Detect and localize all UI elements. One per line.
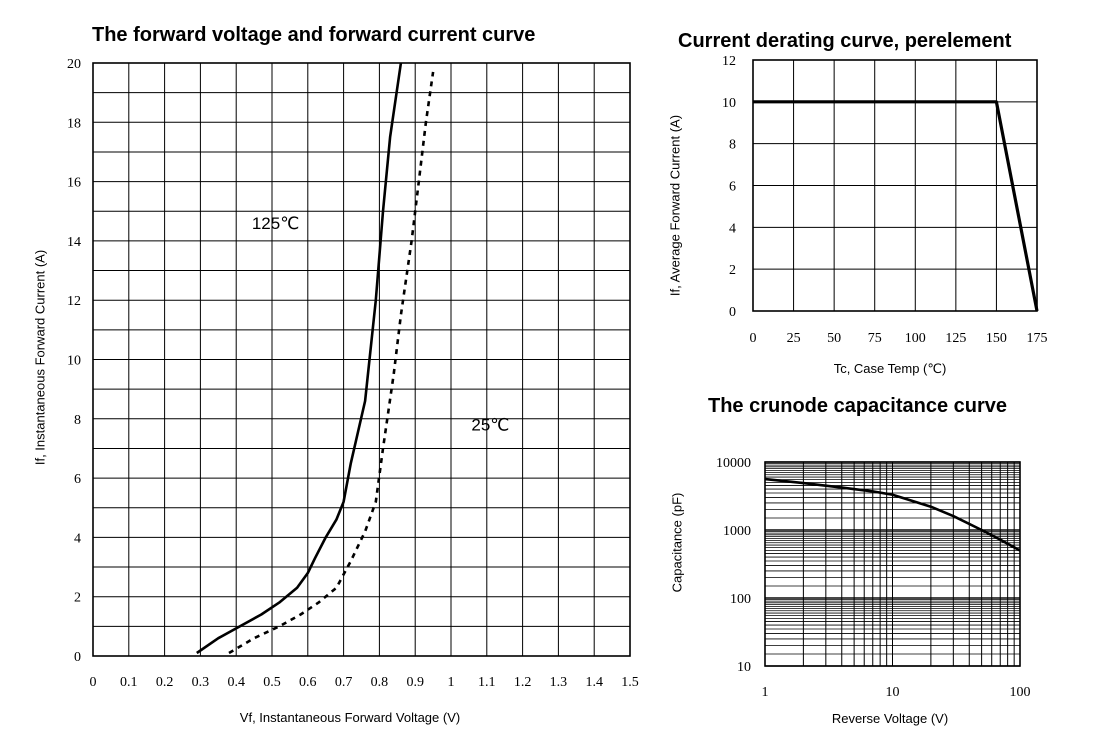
chart1-y-tick-label: 6 [74, 472, 81, 487]
chart2-y-tick-label: 0 [729, 305, 736, 320]
chart1-x-axis-label: Vf, Instantaneous Forward Voltage (V) [239, 710, 461, 725]
chart3-capacitance-line [764, 477, 1021, 552]
chart2-x-tick-label: 50 [827, 331, 841, 346]
chart1-x-tick-label: 0.1 [120, 675, 138, 690]
chart1-x-tick-label: 1.1 [478, 675, 496, 690]
chart1-y-tick-label: 0 [74, 650, 81, 665]
chart2-x-axis-label: Tc, Case Temp (℃) [833, 361, 947, 376]
chart2-x-tick-label: 25 [787, 331, 801, 346]
chart1-x-tick-label: 0.4 [227, 675, 245, 690]
chart2-y-tick-label: 8 [729, 138, 736, 153]
chart1-y-tick-label: 14 [67, 235, 81, 250]
chart3-x-tick-label: 100 [1010, 685, 1031, 700]
chart1-x-tick-label: 1.5 [621, 675, 639, 690]
chart2-title: Current derating curve, perelement [678, 30, 1012, 52]
chart2-x-tick-label: 0 [750, 331, 757, 346]
chart2-x-tick-label: 125 [945, 331, 966, 346]
chart1-title: The forward voltage and forward current … [92, 24, 536, 46]
chart2-frame [752, 59, 1038, 312]
chart1-x-tick-label: 0 [90, 675, 97, 690]
chart1-x-tick-label: 0.5 [263, 675, 281, 690]
chart3-y-tick-label: 10 [737, 660, 751, 675]
chart3-x-axis-label: Reverse Voltage (V) [831, 711, 949, 726]
chart1-y-tick-label: 4 [74, 531, 81, 546]
chart1-x-tick-label: 0.7 [335, 675, 353, 690]
chart2-x-tick-label: 175 [1027, 331, 1048, 346]
chart1-x-tick-label: 1 [448, 675, 455, 690]
chart2-y-tick-label: 2 [729, 263, 736, 278]
chart3-title: The crunode capacitance curve [708, 395, 1008, 417]
chart1-x-tick-label: 0.3 [192, 675, 210, 690]
chart3-x-tick-label: 1 [762, 685, 769, 700]
chart1-y-tick-label: 16 [67, 176, 81, 191]
chart3-y-tick-label: 10000 [716, 456, 751, 471]
chart2-y-tick-label: 10 [722, 96, 736, 111]
chart3-y-tick-label: 1000 [723, 524, 751, 539]
chart1-x-tick-label: 0.2 [156, 675, 174, 690]
chart3-frame [764, 461, 1021, 667]
chart1-x-tick-label: 1.4 [585, 675, 603, 690]
chart1-x-tick-label: 1.2 [514, 675, 532, 690]
chart1-x-tick-label: 0.9 [406, 675, 424, 690]
chart1-x-tick-label: 0.6 [299, 675, 317, 690]
chart1-x-tick-label: 0.8 [371, 675, 389, 690]
chart1-frame [92, 62, 631, 657]
chart2-y-tick-label: 4 [729, 221, 736, 236]
chart1-y-tick-label: 18 [67, 116, 81, 131]
chart1-series-25c-line [228, 71, 435, 655]
chart1-y-tick-label: 20 [67, 57, 81, 72]
chart2-y-tick-label: 6 [729, 180, 736, 195]
chart2-derating-line [753, 100, 1039, 312]
chart2-x-tick-label: 100 [905, 331, 926, 346]
chart1-y-tick-label: 2 [74, 591, 81, 606]
chart3-y-tick-label: 100 [730, 592, 751, 607]
chart1-series-125c-line [196, 62, 403, 655]
chart1-annotation-label: 125℃ [252, 214, 299, 233]
chart1-x-tick-label: 1.3 [550, 675, 568, 690]
chart2-x-tick-label: 75 [868, 331, 882, 346]
chart1-y-tick-label: 12 [67, 294, 81, 309]
chart1-y-tick-label: 8 [74, 413, 81, 428]
chart2-y-tick-label: 12 [722, 54, 736, 69]
chart1-annotation-label: 25℃ [471, 416, 509, 435]
chart3-x-tick-label: 10 [886, 685, 900, 700]
chart1-y-tick-label: 10 [67, 354, 81, 369]
chart2-x-tick-label: 150 [986, 331, 1007, 346]
